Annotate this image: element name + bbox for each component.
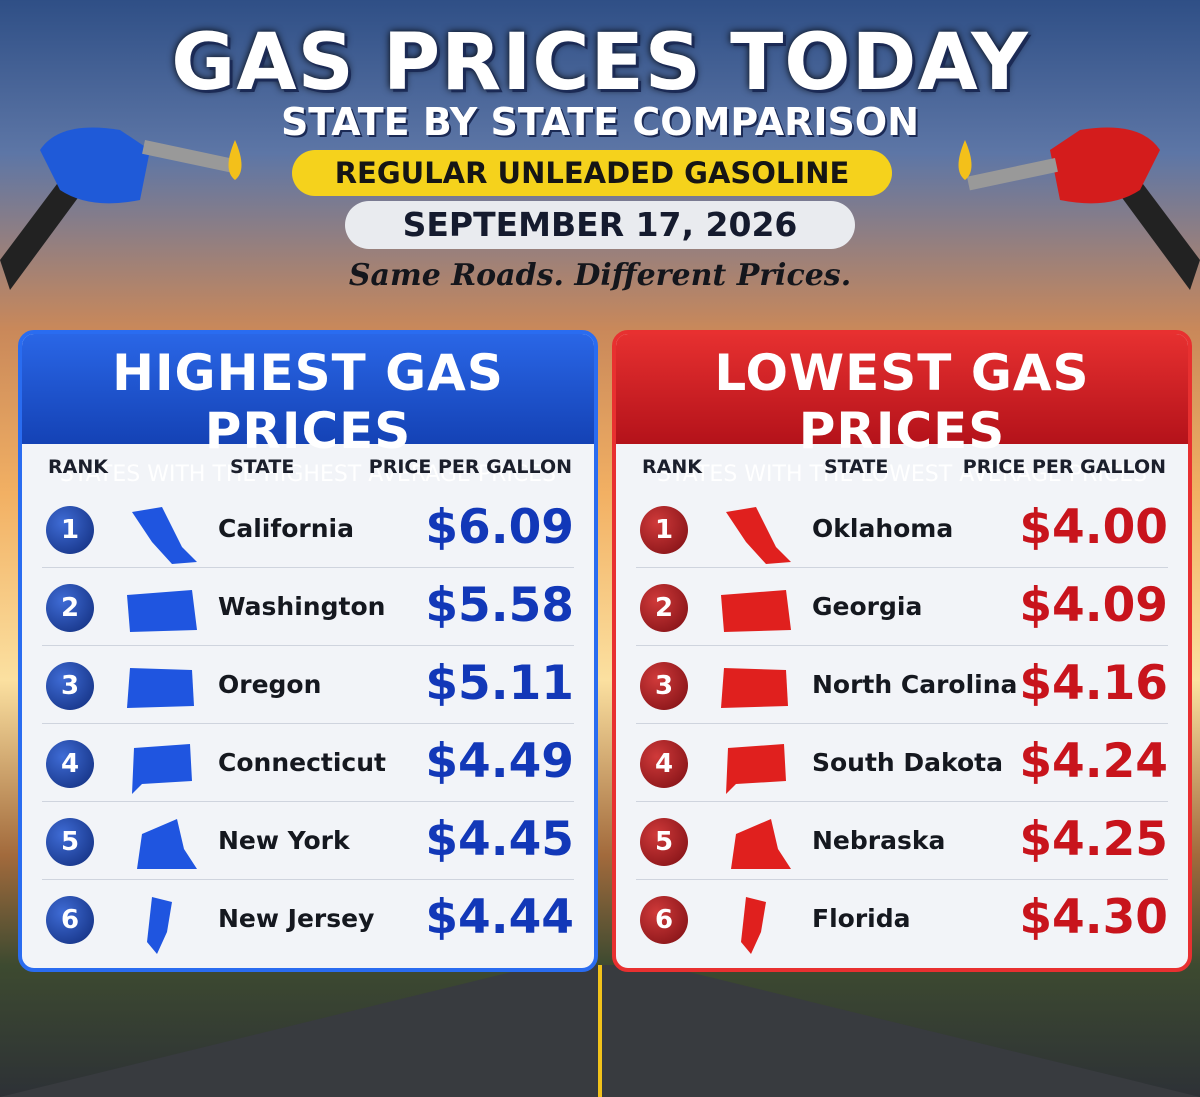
blue-pump [0,127,242,290]
table-row: 1 California $6.09 [42,490,574,568]
state-icon [721,668,788,708]
table-row: 4 Connecticut $4.49 [42,724,574,802]
panel-header: LOWEST GAS PRICES STATES WITH THE LOWEST … [616,334,1188,487]
panel-subtitle: STATES WITH THE HIGHEST AVERAGE PRICES [59,462,557,487]
rank-badge: 5 [640,818,688,866]
state-name: Washington [218,592,386,621]
price: $5.58 [425,578,574,633]
rank-badge: 4 [640,740,688,788]
rank-badge: 3 [46,662,94,710]
rank-badge: 2 [640,584,688,632]
state-icon [132,507,197,564]
table-row: 4 South Dakota $4.24 [636,724,1168,802]
state-icon [127,668,194,708]
lane-line [598,965,602,1097]
price: $4.44 [425,890,574,945]
state-icon [726,744,786,794]
table-row: 2 Washington $5.58 [42,568,574,646]
title: GAS PRICES TODAY [171,18,1029,108]
price: $4.45 [425,812,574,867]
rank-badge: 1 [46,506,94,554]
table-row: 5 Nebraska $4.25 [636,802,1168,880]
table-row: 3 North Carolina $4.16 [636,646,1168,724]
rank-badge: 5 [46,818,94,866]
red-pump [958,127,1200,290]
price: $4.09 [1019,578,1168,633]
state-icon [127,590,197,632]
state-name: Connecticut [218,748,386,777]
date-badge: SEPTEMBER 17, 2026 [345,201,855,249]
panel-subtitle: STATES WITH THE LOWEST AVERAGE PRICES [656,462,1148,487]
price: $6.09 [425,500,574,555]
state-icon [731,819,791,869]
price: $5.11 [425,656,574,711]
state-name: New Jersey [218,904,375,933]
state-name: Oregon [218,670,322,699]
rank-badge: 2 [46,584,94,632]
panel-title: LOWEST GAS PRICES [714,344,1090,460]
tagline: Same Roads. Different Prices. [348,258,852,293]
column-header: RANK [642,456,702,478]
price: $4.49 [425,734,574,789]
subtitle: STATE BY STATE COMPARISON [280,100,920,144]
rank-badge: 6 [46,896,94,944]
state-name: South Dakota [812,748,1004,777]
panel-title: HIGHEST GAS PRICES [112,344,504,460]
price: $4.00 [1019,500,1168,555]
table-row: 3 Oregon $5.11 [42,646,574,724]
state-name: New York [218,826,350,855]
state-name: California [218,514,354,543]
state-icon [721,590,791,632]
table-panel: LOWEST GAS PRICES STATES WITH THE LOWEST … [612,330,1192,972]
column-header: PRICE PER GALLON [368,456,572,478]
state-name: Georgia [812,592,923,621]
table-row: 2 Georgia $4.09 [636,568,1168,646]
state-name: Oklahoma [812,514,954,543]
table-row: 1 Oklahoma $4.00 [636,490,1168,568]
price: $4.30 [1019,890,1168,945]
state-icon [137,819,197,869]
state-name: Florida [812,904,911,933]
column-header: PRICE PER GALLON [962,456,1166,478]
table-row: 6 New Jersey $4.44 [42,880,574,958]
price: $4.24 [1019,734,1168,789]
table-row: 5 New York $4.45 [42,802,574,880]
table-row: 6 Florida $4.30 [636,880,1168,958]
fuel-badge: REGULAR UNLEADED GASOLINE [292,150,892,196]
column-header: STATE [230,456,295,478]
state-icon [132,744,192,794]
rank-badge: 6 [640,896,688,944]
state-name: North Carolina [812,670,1018,699]
rank-badge: 3 [640,662,688,710]
price: $4.16 [1019,656,1168,711]
state-name: Nebraska [812,826,946,855]
rank-badge: 4 [46,740,94,788]
table-panel: HIGHEST GAS PRICES STATES WITH THE HIGHES… [18,330,598,972]
panel-header: HIGHEST GAS PRICES STATES WITH THE HIGHES… [22,334,594,487]
price: $4.25 [1019,812,1168,867]
state-icon [741,897,766,954]
column-header: RANK [48,456,108,478]
state-icon [147,897,172,954]
state-icon [726,507,791,564]
rank-badge: 1 [640,506,688,554]
column-header: STATE [824,456,889,478]
